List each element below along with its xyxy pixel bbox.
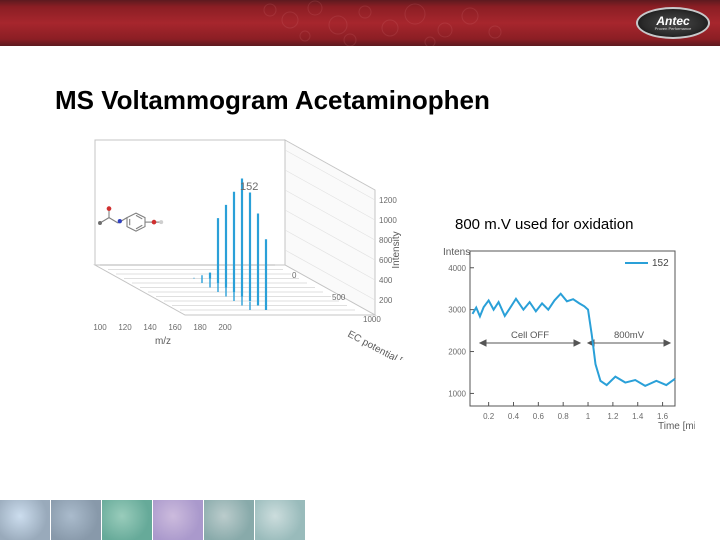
- svg-text:1000: 1000: [448, 389, 466, 398]
- svg-text:200: 200: [218, 323, 232, 332]
- mz-axis-label: m/z: [155, 336, 171, 347]
- brand-logo: Antec Proven Performance: [636, 7, 710, 39]
- svg-text:1: 1: [586, 412, 591, 421]
- svg-text:1.4: 1.4: [632, 412, 644, 421]
- footer-thumbnail: [0, 500, 50, 540]
- footer-thumbnail: [51, 500, 101, 540]
- page-title: MS Voltammogram Acetaminophen: [55, 85, 490, 116]
- svg-text:0.4: 0.4: [508, 412, 520, 421]
- svg-text:152: 152: [652, 258, 669, 269]
- svg-text:120: 120: [118, 323, 132, 332]
- svg-text:100: 100: [93, 323, 107, 332]
- logo-subtext: Proven Performance: [655, 27, 692, 31]
- z-axis-label: Intensity: [391, 231, 402, 268]
- svg-text:160: 160: [168, 323, 182, 332]
- voltammogram-3d-plot: 1200 1000 800 600 400 200 Intensity 0 50…: [45, 130, 415, 360]
- svg-text:200: 200: [379, 296, 393, 305]
- svg-text:3000: 3000: [448, 306, 466, 315]
- footer-image-strip: [0, 500, 306, 540]
- header-band: Antec Proven Performance: [0, 0, 720, 46]
- svg-text:0.2: 0.2: [483, 412, 495, 421]
- footer-thumbnail: [102, 500, 152, 540]
- svg-text:400: 400: [379, 276, 393, 285]
- svg-text:1000: 1000: [379, 216, 397, 225]
- peak-label: 152: [240, 181, 258, 193]
- intensity-time-plot: Intens. 1000 2000 3000 4000 0.2 0.4 0.6 0.8 1 1.…: [430, 243, 695, 433]
- footer-thumbnail: [204, 500, 254, 540]
- svg-text:0.8: 0.8: [558, 412, 570, 421]
- svg-text:4000: 4000: [448, 264, 466, 273]
- header-hex-pattern: [250, 0, 550, 46]
- svg-text:1.6: 1.6: [657, 412, 669, 421]
- region-label-right: 800mV: [614, 330, 645, 341]
- region-label-left: Cell OFF: [511, 330, 549, 341]
- footer-thumbnail: [255, 500, 305, 540]
- svg-text:0.6: 0.6: [533, 412, 545, 421]
- svg-text:2000: 2000: [448, 348, 466, 357]
- svg-text:1200: 1200: [379, 196, 397, 205]
- footer-thumbnail: [153, 500, 203, 540]
- x-axis-label-2d: Time [min]: [658, 421, 695, 432]
- svg-text:1.2: 1.2: [607, 412, 619, 421]
- svg-text:140: 140: [143, 323, 157, 332]
- y-axis-label-2d: Intens.: [443, 247, 473, 258]
- svg-text:180: 180: [193, 323, 207, 332]
- ec-axis-label: EC potential [mV]: [346, 329, 415, 360]
- svg-text:500: 500: [332, 293, 346, 302]
- svg-text:1000: 1000: [363, 315, 381, 324]
- oxidation-annotation: 800 m.V used for oxidation: [455, 216, 633, 233]
